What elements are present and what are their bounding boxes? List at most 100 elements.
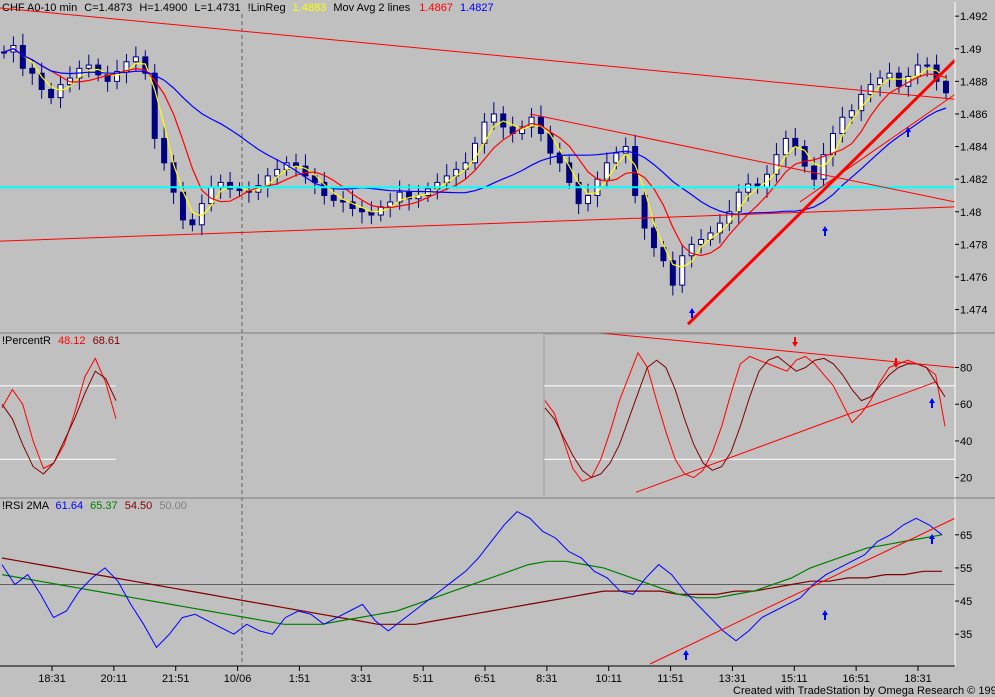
time-tick-label: 15:11 <box>781 673 808 685</box>
candle-body <box>387 201 394 208</box>
rsi-pane <box>0 510 956 665</box>
candle-body <box>669 260 676 286</box>
candle-body <box>302 165 309 177</box>
rsi-trendline <box>649 517 956 665</box>
pr-y-tick-label: 80 <box>960 363 972 375</box>
candle-body <box>472 142 478 164</box>
price-pane <box>0 7 957 666</box>
time-tick-label: 5:11 <box>413 673 434 685</box>
candle-body <box>274 168 281 177</box>
time-tick-label: 18:31 <box>904 673 932 685</box>
price-y-tick-label: 1.486 <box>960 109 988 121</box>
rsi-line <box>1 510 943 649</box>
time-tick-label: 11:51 <box>657 673 684 685</box>
candle-body <box>132 56 139 63</box>
candle-body <box>698 238 705 245</box>
time-tick-label: 6:51 <box>474 673 495 685</box>
candle-body <box>716 222 723 234</box>
time-tick-label: 3:31 <box>351 673 372 685</box>
price-y-tick-label: 1.492 <box>960 11 988 23</box>
candle-body <box>311 175 318 183</box>
candle-body <box>528 116 535 128</box>
candle-body <box>943 80 949 94</box>
rsi-ma-fast <box>1 534 943 625</box>
buy-arrow-icon <box>929 534 935 544</box>
price-y-tick-label: 1.484 <box>960 142 988 154</box>
buy-arrow-icon <box>929 398 935 408</box>
candle-body <box>198 203 205 226</box>
pr-line-fast-right <box>544 351 946 482</box>
time-tick-label: 10:11 <box>595 673 622 685</box>
rsi-y-tick-label: 65 <box>960 530 972 542</box>
candle-body <box>396 191 403 203</box>
candle-body <box>462 162 469 170</box>
axes: 1.492 1.49 1.488 1.486 1.484 1.482 1.48 1.478 1.… <box>0 2 995 685</box>
rsi-y-tick-label: 45 <box>960 596 972 608</box>
candle-body <box>406 191 413 200</box>
rsi-y-tick-label: 35 <box>960 629 972 641</box>
pr-line-fast-left <box>1 357 117 470</box>
candle-body <box>585 194 592 205</box>
candle-body <box>330 194 337 201</box>
candle-body <box>641 194 648 229</box>
candle-body <box>886 72 893 79</box>
price-y-tick-label: 1.482 <box>960 174 988 186</box>
candle-body <box>547 133 554 154</box>
candle-body <box>924 64 931 67</box>
candle-body <box>161 137 168 164</box>
price-header: CHF A0-10 min C=1.4873 H=1.4900 L=1.4731… <box>2 2 494 14</box>
buy-arrow-icon <box>905 127 911 137</box>
candle-body <box>29 67 36 74</box>
pr-line-slow-right <box>544 355 946 479</box>
candle-body <box>358 207 365 213</box>
candle-body <box>801 146 808 167</box>
percentr-pane <box>0 332 956 496</box>
buy-arrow-icon <box>822 610 828 620</box>
candle-body <box>208 186 215 205</box>
candle-body <box>782 137 789 156</box>
mavg-fast-line <box>3 48 947 257</box>
time-tick-label: 1:51 <box>289 673 310 685</box>
candle-body <box>48 89 55 99</box>
footer-credit: Created with TradeStation by Omega Resea… <box>733 685 995 697</box>
trendline-bottom <box>0 206 956 242</box>
time-tick-label: 13:31 <box>719 673 747 685</box>
rsi-y-tick-label: 55 <box>960 563 972 575</box>
candle-body <box>792 137 799 148</box>
candle-body <box>848 110 855 118</box>
trendline-ascending-bold <box>686 59 957 326</box>
price-y-tick-label: 1.48 <box>960 207 981 219</box>
candle-body <box>877 77 884 86</box>
time-tick-label: 10/06 <box>224 673 252 685</box>
buy-arrow-icon <box>683 650 689 660</box>
rsi-header: !RSI 2MA 61.64 65.37 54.50 50.00 <box>2 500 187 512</box>
pr-y-tick-label: 40 <box>960 436 972 448</box>
pr-y-tick-label: 60 <box>960 399 972 411</box>
candle-body <box>650 227 657 249</box>
trendline-top <box>0 7 956 100</box>
candle-body <box>321 181 328 196</box>
buy-arrow-icon <box>689 308 695 318</box>
candle-body <box>679 255 686 286</box>
candle-body <box>556 152 563 164</box>
candle-body <box>189 219 196 226</box>
trendline-descending <box>529 113 956 203</box>
pr-line-slow-left <box>1 370 117 475</box>
linreg-line <box>3 48 947 268</box>
time-tick-label: 21:51 <box>162 673 190 685</box>
candle-body <box>660 247 667 262</box>
candle-body <box>38 72 45 90</box>
time-tick-label: 16:51 <box>842 673 870 685</box>
candle-body <box>858 93 865 112</box>
candle-body <box>490 113 497 123</box>
price-y-tick-label: 1.478 <box>960 239 988 251</box>
candle-body <box>151 72 158 139</box>
candle-body <box>236 188 243 192</box>
candle-body <box>85 64 92 69</box>
candle-body <box>1 51 7 54</box>
candle-body <box>688 243 695 257</box>
time-tick-label: 18:31 <box>38 673 66 685</box>
buy-arrow-icon <box>822 226 828 236</box>
candle-body <box>613 152 620 164</box>
